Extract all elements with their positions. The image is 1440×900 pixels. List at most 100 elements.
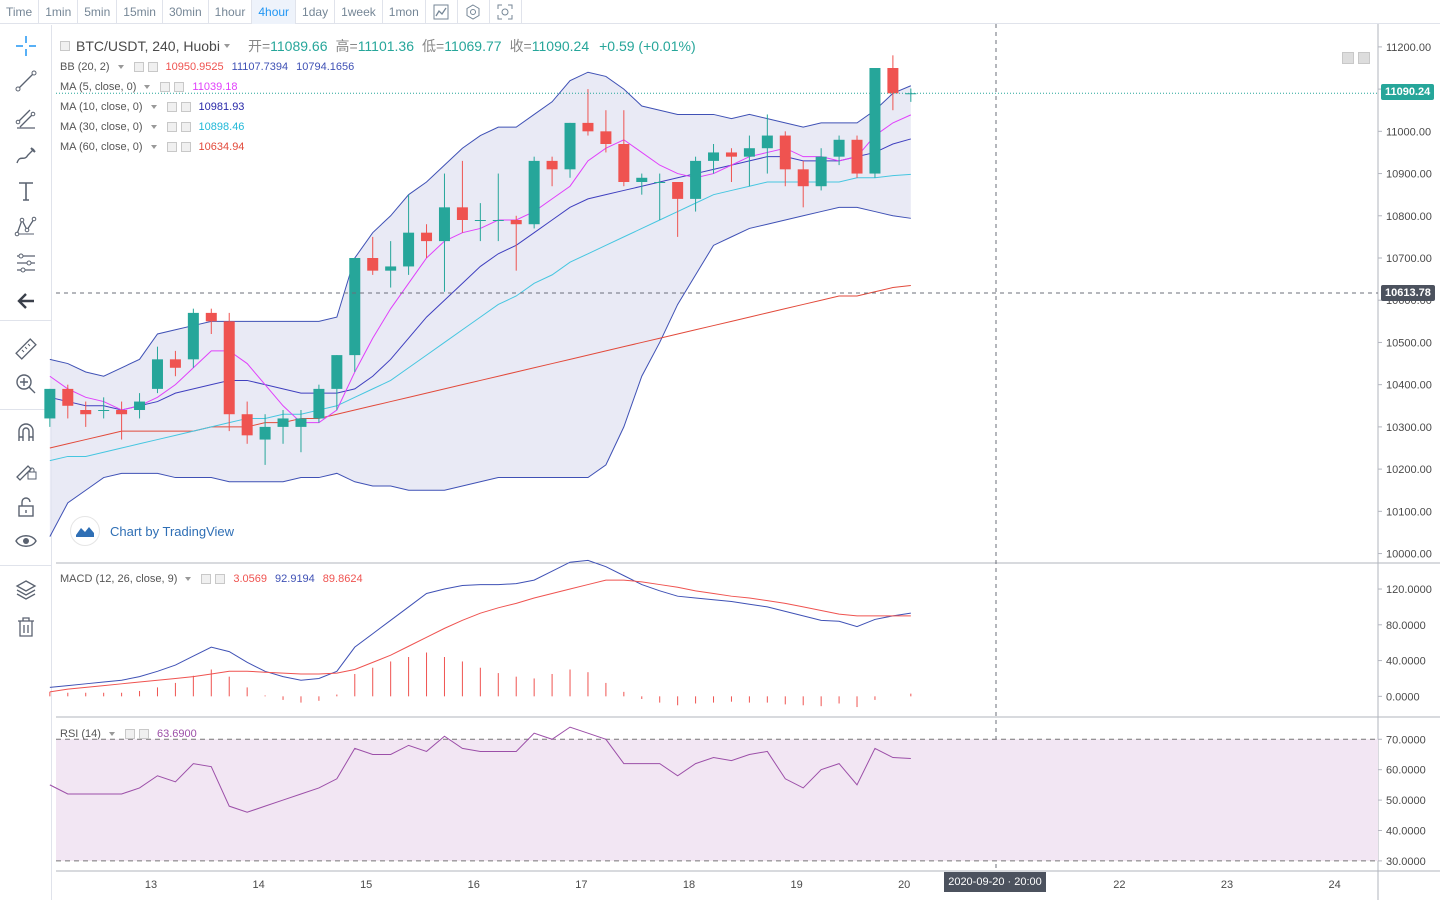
change-value: +0.59 (+0.01%): [599, 38, 696, 54]
settings-icon[interactable]: [166, 142, 177, 152]
interval-30min[interactable]: 30min: [163, 0, 209, 24]
interval-5min[interactable]: 5min: [78, 0, 118, 24]
ma5-legend[interactable]: MA (5, close, 0) 11039.18: [60, 79, 238, 95]
price-tick-label: 11000.00: [1386, 126, 1431, 138]
interval-1hour[interactable]: 1hour: [209, 0, 253, 24]
crosshair-price-tag: 10613.78: [1381, 285, 1435, 301]
collapse-legend-icon[interactable]: [60, 41, 70, 51]
close-icon[interactable]: [147, 62, 158, 72]
settings-icon[interactable]: [124, 729, 135, 739]
rsi-band: [56, 739, 1378, 861]
text-icon[interactable]: [8, 175, 44, 207]
low-value: 11069.77: [444, 38, 502, 54]
candle-body: [618, 144, 630, 182]
interval-toolbar: Time 1min 5min 15min 30min 1hour 4hour 1day 1wee…: [0, 0, 1440, 24]
interval-1week[interactable]: 1week: [335, 0, 383, 24]
ma10-legend[interactable]: MA (10, close, 0) 10981.93: [60, 99, 244, 115]
settings-icon[interactable]: [166, 122, 177, 132]
ma60-legend[interactable]: MA (60, close, 0) 10634.94: [60, 139, 244, 155]
crosshair-icon[interactable]: [8, 30, 44, 62]
settings-icon[interactable]: [201, 574, 212, 584]
candle-body: [743, 148, 755, 157]
bb-label: BB (20, 2): [60, 61, 110, 73]
eye-icon[interactable]: [8, 525, 44, 557]
interval-1min[interactable]: 1min: [39, 0, 79, 24]
macd-label: MACD (12, 26, close, 9): [60, 573, 178, 585]
lock-drawing-icon[interactable]: [8, 453, 44, 485]
candle-body: [761, 135, 773, 149]
unlock-icon[interactable]: [8, 491, 44, 523]
close-icon[interactable]: [180, 122, 191, 132]
close-icon[interactable]: [180, 142, 191, 152]
bb-lower-line: [49, 206, 911, 537]
chevron-down-icon[interactable]: [108, 732, 115, 736]
bb-lower-value: 10794.1656: [296, 61, 355, 73]
chevron-down-icon[interactable]: [150, 145, 157, 149]
prediction-icon[interactable]: [8, 247, 44, 279]
interval-15min[interactable]: 15min: [117, 0, 163, 24]
macd-hist-value: 3.0569: [233, 573, 268, 585]
candle-body: [779, 135, 791, 170]
candle-body: [313, 388, 325, 419]
time-tick-label: 17: [575, 879, 587, 891]
magnet-icon[interactable]: [8, 417, 44, 449]
back-arrow-icon[interactable]: [8, 285, 44, 317]
settings-icon[interactable]: [166, 102, 177, 112]
chevron-down-icon[interactable]: [144, 85, 151, 89]
macd-legend[interactable]: MACD (12, 26, close, 9) 3.0569 92.9194 8…: [60, 571, 363, 587]
time-tick-label: 24: [1328, 879, 1340, 891]
candle-body: [582, 122, 594, 132]
pattern-icon[interactable]: [8, 211, 44, 243]
chevron-down-icon[interactable]: [150, 125, 157, 129]
symbol-label[interactable]: BTC/USDT, 240, Huobi: [76, 38, 220, 54]
pane-more-icon[interactable]: [1358, 52, 1370, 64]
price-tick-label: 11200.00: [1386, 42, 1431, 54]
interval-4hour[interactable]: 4hour: [252, 0, 297, 24]
rsi-tick-label: 30.0000: [1386, 856, 1426, 868]
interval-time[interactable]: Time: [0, 0, 40, 24]
candle-body: [223, 321, 235, 415]
tradingview-branding[interactable]: Chart by TradingView: [70, 516, 235, 546]
ma10-label: MA (10, close, 0): [60, 101, 143, 113]
chevron-down-icon[interactable]: [185, 577, 192, 581]
layers-icon[interactable]: [8, 574, 44, 606]
rsi-tick-label: 50.0000: [1386, 795, 1426, 807]
tradingview-link[interactable]: Chart by TradingView: [110, 523, 235, 539]
candle-body: [564, 122, 576, 170]
chevron-down-icon[interactable]: [223, 44, 230, 48]
pane-maximize-icon[interactable]: [1342, 52, 1354, 64]
close-icon[interactable]: [138, 729, 149, 739]
high-value: 11101.36: [357, 38, 415, 54]
chevron-down-icon[interactable]: [150, 105, 157, 109]
trash-icon[interactable]: [8, 611, 44, 643]
price-tick-label: 10800.00: [1386, 211, 1432, 223]
zoom-in-icon[interactable]: [8, 368, 44, 400]
fib-icon[interactable]: [8, 103, 44, 135]
brush-icon[interactable]: [8, 140, 44, 172]
ruler-icon[interactable]: [8, 333, 44, 365]
close-icon[interactable]: [180, 102, 191, 112]
screenshot-icon[interactable]: [490, 0, 522, 24]
trend-line-icon[interactable]: [8, 65, 44, 97]
close-label: 收=: [509, 38, 532, 54]
macd-tick-label: 0.0000: [1386, 691, 1420, 703]
settings-icon[interactable]: [458, 0, 490, 24]
ma30-legend[interactable]: MA (30, close, 0) 10898.46: [60, 119, 244, 135]
rsi-line: [49, 726, 911, 813]
interval-1mon[interactable]: 1mon: [383, 0, 426, 24]
chart-type-icon[interactable]: [426, 0, 458, 24]
interval-1day[interactable]: 1day: [296, 0, 336, 24]
bb-legend[interactable]: BB (20, 2) 10950.9525 11107.7394 10794.1…: [60, 59, 354, 75]
close-icon[interactable]: [174, 82, 185, 92]
candle-body: [44, 388, 56, 419]
chevron-down-icon[interactable]: [117, 65, 124, 69]
time-tick-label: 23: [1221, 879, 1233, 891]
settings-icon[interactable]: [160, 82, 171, 92]
rsi-legend[interactable]: RSI (14) 63.6900: [60, 726, 197, 742]
price-tick-label: 10000.00: [1386, 549, 1432, 561]
close-icon[interactable]: [215, 574, 226, 584]
settings-icon[interactable]: [133, 62, 144, 72]
macd-tick-label: 40.0000: [1386, 656, 1426, 668]
bb-upper-value: 11107.7394: [231, 61, 289, 73]
